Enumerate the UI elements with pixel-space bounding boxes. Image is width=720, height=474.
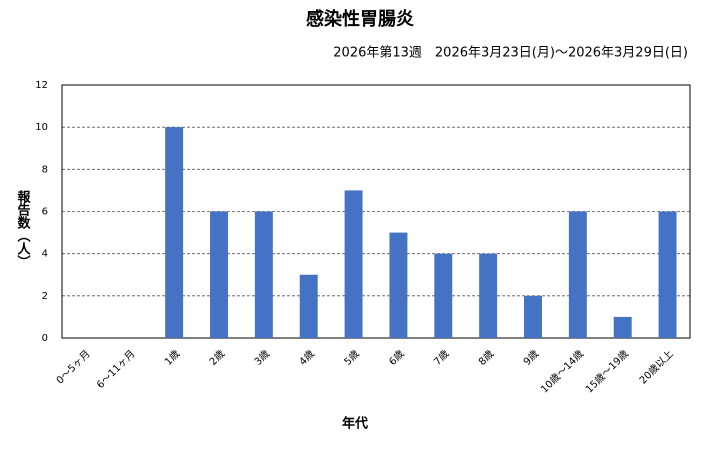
y-tick-label: 2	[42, 291, 48, 302]
x-tick-label: 4歳	[297, 348, 317, 368]
bar	[344, 190, 363, 338]
y-tick-label: 10	[35, 122, 48, 133]
bar	[479, 253, 498, 338]
x-tick-label: 10歳～14歳	[538, 348, 586, 396]
bar	[568, 211, 587, 338]
bar	[389, 232, 408, 338]
bar	[254, 211, 273, 338]
x-tick-label: 9歳	[521, 348, 541, 368]
x-tick-label: 7歳	[431, 348, 451, 368]
y-axis-label: 報告数（人）	[15, 189, 32, 268]
y-tick-label: 8	[42, 164, 48, 175]
x-tick-label: 5歳	[342, 348, 362, 368]
y-tick-label: 12	[35, 80, 48, 91]
x-tick-label: 2歳	[207, 348, 227, 368]
bar	[165, 127, 184, 339]
y-tick-label: 4	[42, 249, 48, 260]
bar	[210, 211, 228, 338]
x-tick-label: 6歳	[387, 348, 407, 368]
x-tick-label: 8歳	[476, 348, 496, 368]
y-tick-label: 6	[42, 207, 48, 218]
bar	[613, 316, 632, 338]
chart-subtitle: 2026年第13週 2026年3月23日(月)～2026年3月29日(日)	[333, 46, 688, 61]
bar	[434, 253, 453, 338]
x-tick-label: 1歳	[162, 348, 182, 368]
y-tick-label: 0	[42, 333, 48, 344]
x-axis-label: 年代	[342, 416, 368, 432]
x-tick-label: 6～11ヶ月	[94, 348, 137, 391]
chart-title: 感染性胃腸炎	[306, 8, 414, 30]
x-tick-label: 15歳～19歳	[583, 348, 631, 396]
bar	[658, 211, 677, 338]
bar	[524, 295, 542, 338]
plot-frame	[61, 84, 691, 339]
x-tick-label: 0～5ヶ月	[54, 348, 93, 387]
bar	[299, 274, 318, 338]
x-tick-label: 3歳	[252, 348, 272, 368]
x-tick-label: 20歳以上	[637, 348, 676, 387]
